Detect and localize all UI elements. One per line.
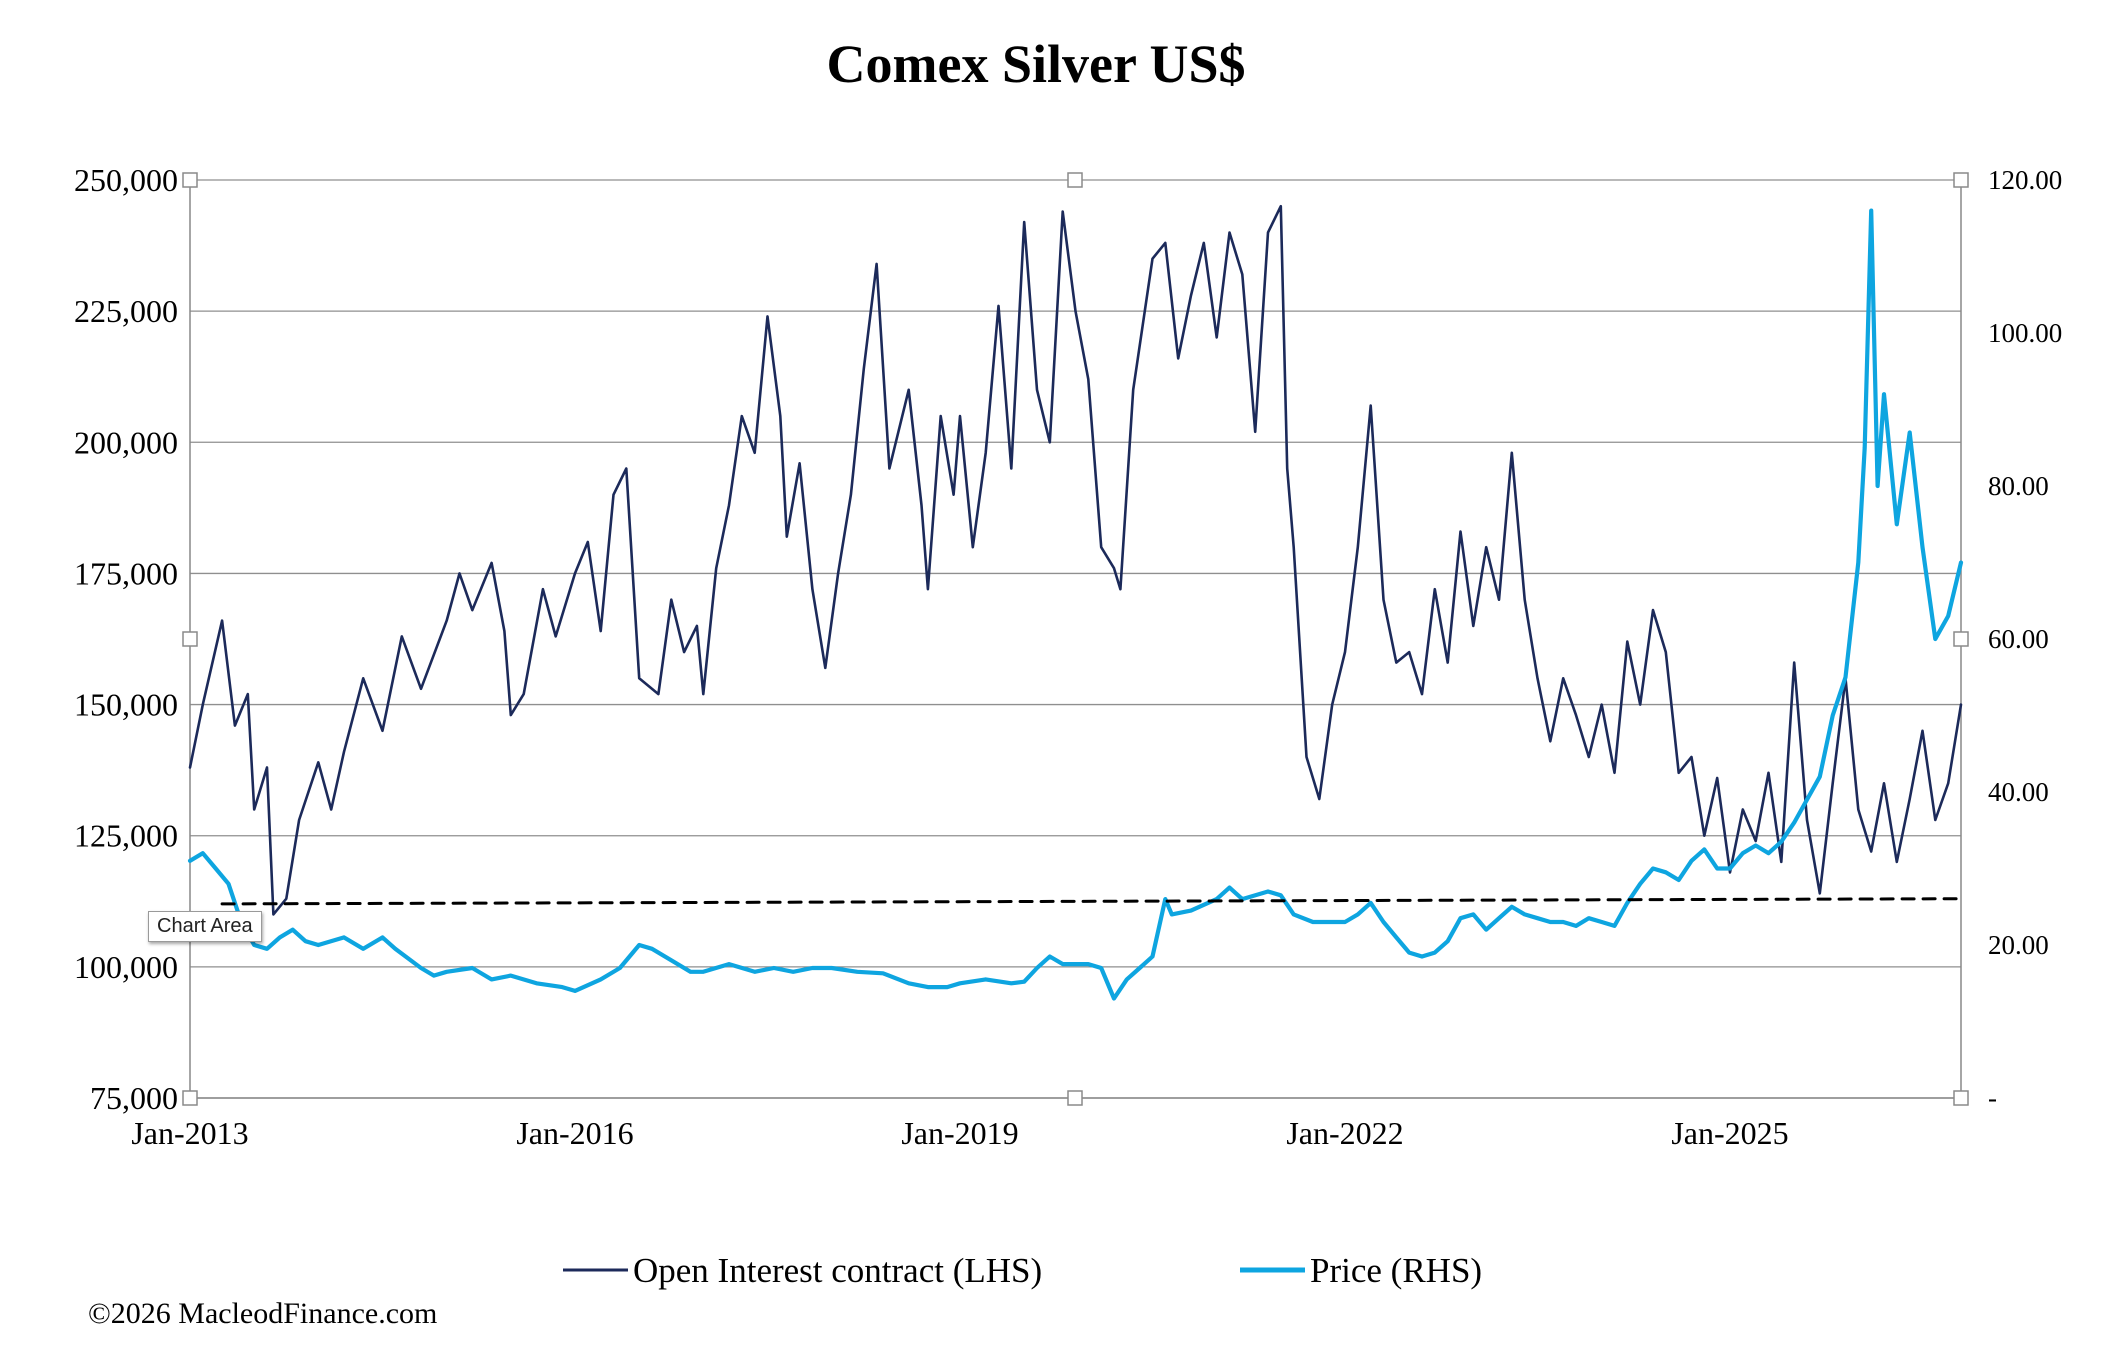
handle-top-left[interactable]	[182, 172, 198, 188]
series-layer	[187, 204, 1964, 1001]
left-tick-label: 225,000	[74, 293, 178, 329]
trend-line-dashed	[220, 897, 1963, 906]
handle-middle-right[interactable]	[1953, 631, 1969, 647]
left-tick-label: 100,000	[74, 949, 178, 985]
left-tick-label: 250,000	[74, 162, 178, 198]
right-tick-label: 80.00	[1988, 471, 2049, 501]
left-tick-label: 75,000	[90, 1080, 178, 1116]
x-tick-label: Jan-2025	[1671, 1115, 1788, 1151]
legend: Open Interest contract (LHS) Price (RHS)	[563, 1251, 1482, 1290]
x-tick-label: Jan-2022	[1286, 1115, 1403, 1151]
handle-middle-left[interactable]	[182, 631, 198, 647]
left-tick-label: 175,000	[74, 555, 178, 591]
handle-top-right[interactable]	[1953, 172, 1969, 188]
x-tick-label: Jan-2013	[131, 1115, 248, 1151]
left-tick-label: 200,000	[74, 424, 178, 460]
handle-bottom-right[interactable]	[1953, 1090, 1969, 1106]
selection-handles[interactable]	[182, 172, 1969, 1106]
legend-label-open-interest: Open Interest contract (LHS)	[633, 1251, 1042, 1290]
right-tick-label: 100.00	[1988, 318, 2062, 348]
right-tick-label: 40.00	[1988, 777, 2049, 807]
left-tick-label: 150,000	[74, 687, 178, 723]
x-tick-label: Jan-2019	[901, 1115, 1018, 1151]
left-axis-ticks: 250,000 225,000 200,000 175,000 150,000 125,0…	[74, 162, 178, 1116]
gridlines	[190, 179, 1961, 1099]
right-tick-label: 20.00	[1988, 930, 2049, 960]
right-axis-ticks: 120.00 100.00 80.00 60.00 40.00 20.00 -	[1988, 165, 2062, 1113]
chart-title: Comex Silver US$	[827, 34, 1246, 94]
legend-label-price: Price (RHS)	[1310, 1251, 1482, 1290]
chart-area-tooltip: Chart Area	[148, 911, 262, 942]
x-axis-ticks: Jan-2013 Jan-2016 Jan-2019 Jan-2022 Jan-2025	[131, 1115, 1788, 1151]
handle-top-middle[interactable]	[1067, 172, 1083, 188]
right-tick-label: -	[1988, 1083, 1997, 1113]
handle-bottom-left[interactable]	[182, 1090, 198, 1106]
left-tick-label: 125,000	[74, 818, 178, 854]
series-line-0	[188, 204, 1963, 916]
copyright-text: ©2026 MacleodFinance.com	[88, 1297, 437, 1330]
handle-bottom-middle[interactable]	[1067, 1090, 1083, 1106]
right-tick-label: 60.00	[1988, 624, 2049, 654]
series-line-1	[187, 208, 1964, 1001]
x-tick-label: Jan-2016	[516, 1115, 633, 1151]
right-tick-label: 120.00	[1988, 165, 2062, 195]
